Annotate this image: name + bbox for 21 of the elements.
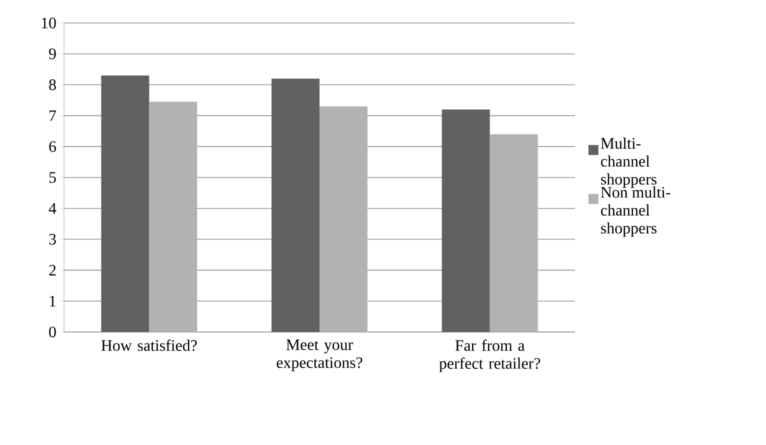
x-tick-label: How satisfied? (101, 340, 197, 351)
y-tick-label: 1 (50, 296, 56, 306)
y-tick-label: 0 (49, 326, 56, 338)
legend-label: Multi-channel shoppers (600, 138, 656, 188)
bar (272, 78, 320, 332)
bar (320, 106, 368, 332)
bar (149, 102, 198, 332)
y-tick-label: 3 (49, 234, 56, 245)
x-tick-label: Far from a perfect retailer? (439, 340, 540, 372)
bar (490, 134, 538, 332)
y-tick-label: 9 (49, 48, 56, 60)
bar (442, 110, 490, 332)
x-tick-label: Meet your expectations? (276, 340, 362, 372)
y-tick-label: 5 (49, 172, 56, 183)
y-tick-label: 2 (49, 264, 56, 276)
y-tick-label: 4 (48, 203, 56, 214)
y-tick-label: 8 (49, 79, 56, 90)
bar (101, 76, 150, 332)
y-tick-label: 6 (49, 141, 56, 152)
y-tick-label: 7 (50, 110, 56, 121)
y-tick-label: 10 (42, 18, 56, 28)
